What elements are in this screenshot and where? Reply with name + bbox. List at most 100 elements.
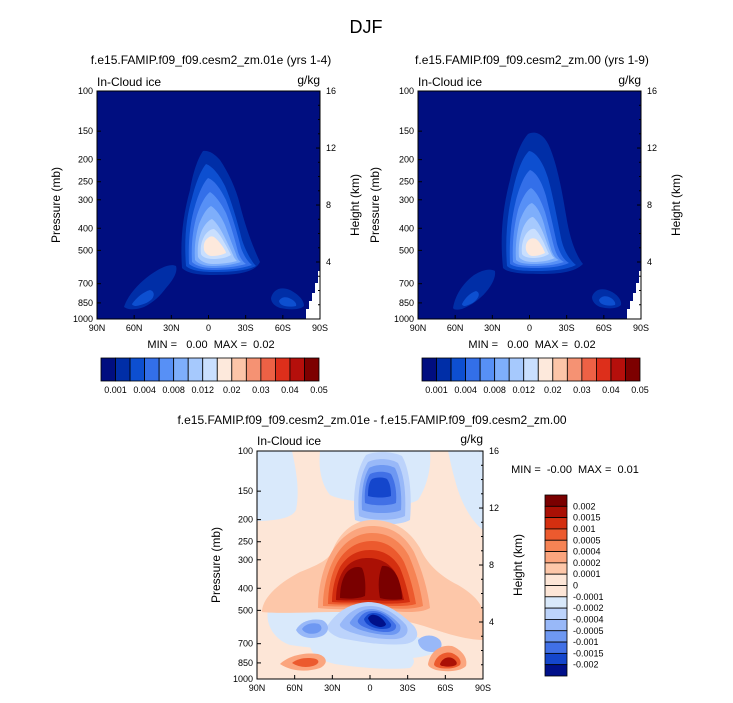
p1-contour-8 [203,236,226,256]
panel-2-plume [501,132,583,274]
panel-1-ylabel-right: Height (km) [348,174,362,236]
panel-3-left-label: In-Cloud ice [257,434,321,448]
colorbar-box [115,357,131,382]
panel-2-left-label: In-Cloud ice [418,75,482,89]
colorbar-box [544,562,568,575]
p3-sh-surf-3 [440,657,457,667]
colorbar-label: 0.004 [454,385,477,395]
p2-sh-patch-inner [599,296,616,306]
panel-2-stats: MIN = 0.00 MAX = 0.02 [468,339,595,351]
colorbar-box [144,357,160,382]
colorbar-box [625,357,641,382]
p3-nh-surf-2 [292,658,319,667]
colorbar-box [523,357,539,382]
p3-side-neg-2 [302,623,322,634]
y-tick-label: 100 [238,446,253,456]
colorbar-label: 0.001 [573,524,596,534]
colorbar-box [544,652,568,666]
colorbar-label: 0.004 [133,385,156,395]
colorbar-box [129,357,145,382]
panel-1-unit-label: g/kg [297,73,320,87]
y-tick-label: 250 [238,537,253,547]
panel-2-title: f.e15.FAMIP.f09_f09.cesm2_zm.00 (yrs 1-9… [415,53,649,67]
panel-1-low-patches [124,265,304,310]
panel-2-ylabel-right: Height (km) [669,174,683,236]
colorbar-box [544,539,568,552]
colorbar-label: -0.0015 [573,648,604,658]
y-tick-label: 200 [399,155,414,165]
panel-3-side-negatives [296,619,442,652]
colorbar-label: 0.04 [602,385,620,395]
x-tick-label: 90S [312,323,328,333]
colorbar-box [544,619,568,632]
colorbar-box [173,357,189,382]
colorbar-label: 0.05 [631,385,649,395]
y-right-tick-label: 4 [489,617,494,627]
panel-1-plume [181,150,260,275]
y-right-tick-label: 16 [489,446,499,456]
x-tick-label: 60S [596,323,612,333]
colorbar-label: 0 [573,581,578,591]
colorbar-label: 0.03 [252,385,270,395]
y-right-tick-label: 16 [326,86,336,96]
x-tick-label: 60S [437,683,453,693]
x-tick-label: 30N [163,323,180,333]
x-tick-label: 90S [475,683,491,693]
x-tick-label: 60N [447,323,464,333]
colorbar-box [537,357,554,382]
p3-pos-core-sh [378,565,402,600]
y-tick-label: 300 [238,555,253,565]
p3-side-neg-3 [418,635,442,652]
y-tick-label: 700 [238,639,253,649]
colorbar-box [187,357,204,382]
y-tick-label: 100 [78,86,93,96]
colorbar-box [544,630,568,643]
colorbar-box [544,494,568,507]
colorbar-label: 0.012 [512,385,535,395]
y-tick-label: 700 [78,279,93,289]
y-tick-label: 150 [238,486,253,496]
colorbar-label: 0.001 [425,385,448,395]
colorbar-box [479,357,496,382]
colorbar-label: 0.008 [162,385,185,395]
colorbar-box [544,505,568,519]
x-tick-label: 30S [238,323,254,333]
y-tick-label: 500 [399,245,414,255]
panel-3-low-negative-core [327,602,418,645]
colorbar-box [465,357,481,382]
p3-sh-light-blue [448,451,483,530]
y-tick-label: 150 [399,126,414,136]
colorbar-box [596,357,612,382]
y-tick-label: 500 [78,245,93,255]
colorbar-box [421,357,437,382]
panel-3-axes: 90N 60N 30N 0 30S 60S 90S 100 150 200 250 300 400 500… [233,446,499,693]
colorbar-label: 0.03 [573,385,591,395]
panel-1-field [97,91,320,319]
colorbar-label: 0.04 [281,385,299,395]
colorbar-label: 0.02 [544,385,562,395]
y-tick-label: 150 [78,126,93,136]
y-right-tick-label: 8 [489,560,494,570]
colorbar-box [544,664,568,677]
colorbar-box [544,641,568,654]
x-tick-label: 30S [559,323,575,333]
panel-1-colorbar: 0.001 0.004 0.008 0.012 0.02 0.03 0.04 0.05 [100,357,328,395]
panel-3-ylabel: Pressure (mb) [209,527,223,603]
colorbar-label: 0.0002 [573,558,601,568]
colorbar-label: 0.0001 [573,569,601,579]
y-tick-label: 1000 [233,674,253,684]
p3-pos-core-nh [340,567,366,599]
y-tick-label: 100 [399,86,414,96]
panel-1-ylabel: Pressure (mb) [49,167,63,243]
panel-1-axes: 90N 60N 30N 0 30S 60S 90S 100 150 200 250 300 400 500… [73,86,336,333]
p3-low-neg-6 [368,614,386,627]
colorbar-box [274,357,291,382]
colorbar-box [610,357,626,382]
y-tick-label: 700 [399,279,414,289]
colorbar-box [245,357,262,382]
p1-sh-patch-inner [279,297,297,307]
colorbar-box [544,596,568,609]
colorbar-box [158,357,175,382]
panel-1: f.e15.FAMIP.f09_f09.cesm2_zm.01e (yrs 1-… [49,53,362,395]
